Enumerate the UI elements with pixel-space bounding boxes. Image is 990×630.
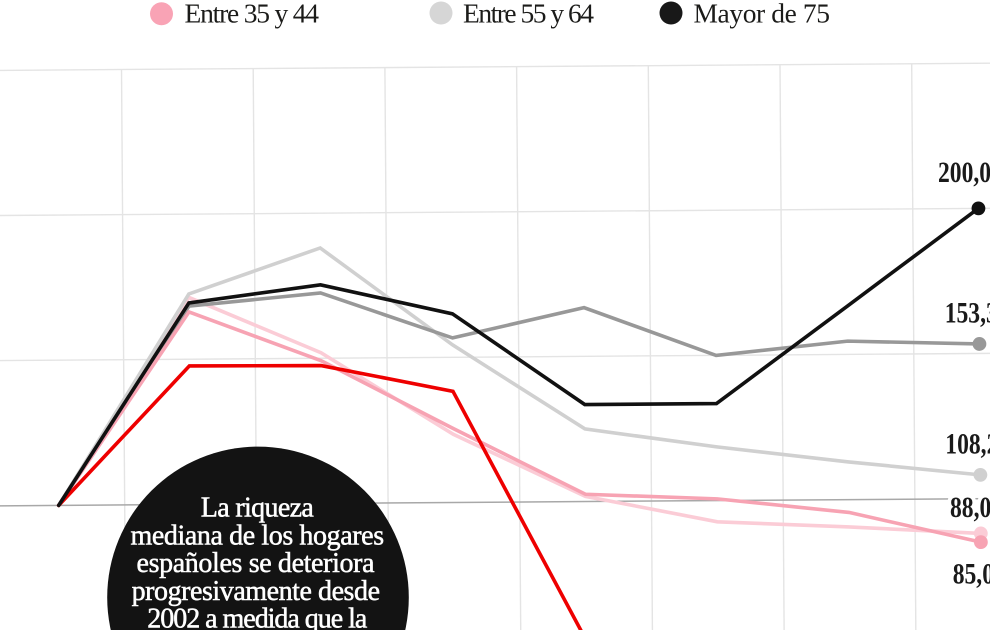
svg-text:2002 a medida que la: 2002 a medida que la xyxy=(147,604,368,630)
svg-text:Mayor de 75: Mayor de 75 xyxy=(694,0,831,28)
svg-text:La riqueza: La riqueza xyxy=(201,493,315,524)
svg-text:Entre 35 y 44: Entre 35 y 44 xyxy=(185,0,320,28)
svg-text:85,0: 85,0 xyxy=(953,557,990,590)
svg-text:200,0: 200,0 xyxy=(938,155,990,188)
svg-text:españoles se deteriora: españoles se deteriora xyxy=(137,548,376,579)
svg-text:153,3: 153,3 xyxy=(945,296,990,329)
svg-text:mediana de los hogares: mediana de los hogares xyxy=(131,520,385,551)
svg-text:88,0: 88,0 xyxy=(950,490,990,523)
svg-text:progresivamente desde: progresivamente desde xyxy=(132,576,380,607)
svg-text:108,2: 108,2 xyxy=(945,427,990,460)
svg-text:Entre 55 y 64: Entre 55 y 64 xyxy=(463,0,594,28)
